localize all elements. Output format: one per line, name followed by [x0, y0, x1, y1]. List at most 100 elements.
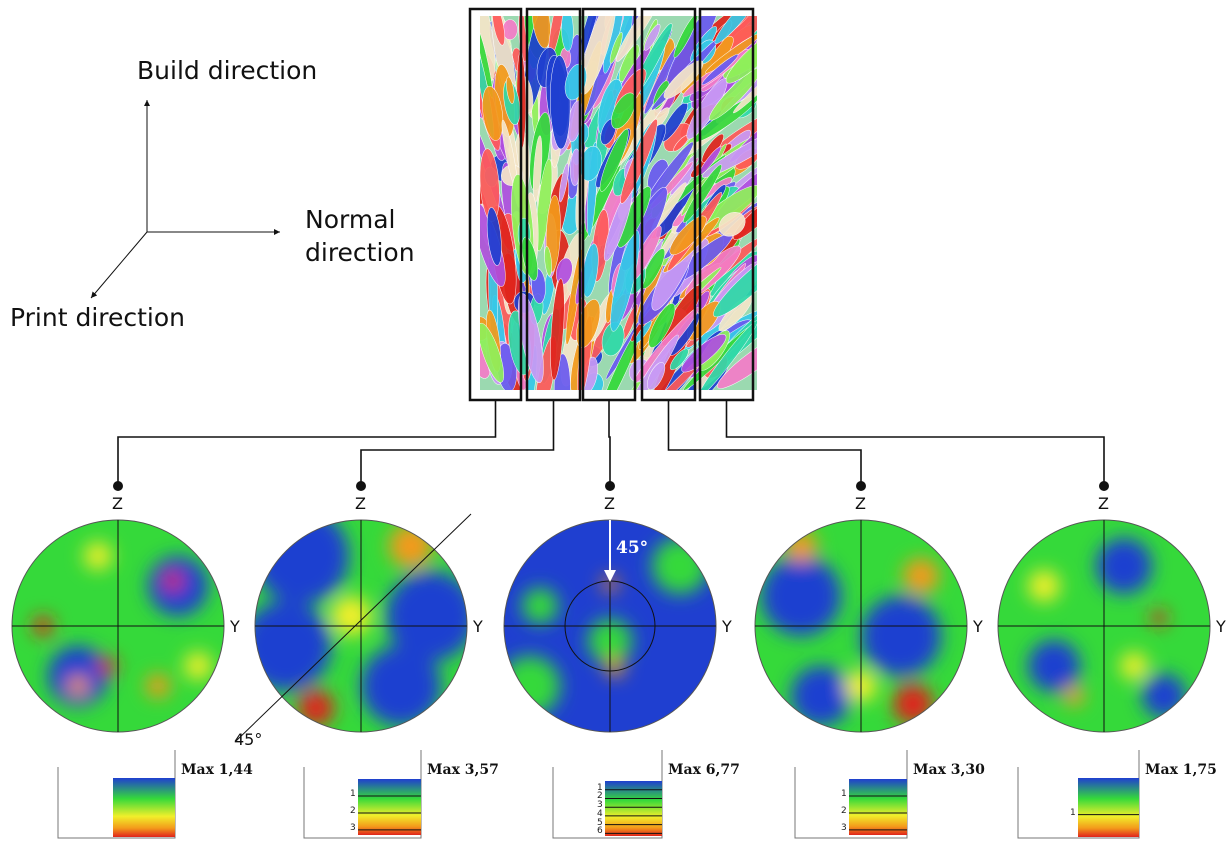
- connector-line: [360, 400, 555, 486]
- scale-tick-label: 3: [841, 822, 847, 833]
- connector-line: [117, 400, 497, 486]
- scale-tick-label: 5: [597, 817, 603, 828]
- scale-tick-label: 4: [597, 808, 603, 819]
- angle-45-label: 45°: [616, 538, 649, 558]
- ebsd-grain: [647, 362, 666, 390]
- scale-tick-label: 1: [841, 788, 847, 799]
- intensity-spot: [761, 556, 841, 636]
- color-scale-bar: [849, 779, 907, 835]
- print-direction-arrow: [90, 231, 148, 299]
- ebsd-grain: [709, 67, 757, 121]
- max-intensity-label: Max 1,44: [181, 762, 253, 778]
- ebsd-grain: [550, 55, 571, 150]
- intensity-spot: [522, 588, 558, 624]
- intensity-spot: [1120, 652, 1148, 680]
- intensity-spot: [99, 657, 117, 675]
- angle-45-label: 45°: [234, 730, 263, 749]
- intensity-spot: [164, 572, 182, 590]
- normal-direction-label-2: direction: [305, 238, 415, 267]
- ebsd-grain: [482, 85, 504, 141]
- connector-line: [608, 400, 611, 486]
- ebsd-grain: [683, 164, 722, 223]
- ebsd-grain: [486, 207, 502, 266]
- ebsd-grain: [610, 230, 640, 332]
- ebsd-grain: [544, 246, 552, 277]
- color-scale-bar: [113, 778, 175, 837]
- ebsd-grain: [506, 76, 515, 104]
- intensity-spot: [146, 674, 170, 698]
- y-axis-label: Y: [473, 617, 483, 636]
- y-axis-label: Y: [722, 617, 732, 636]
- scale-tick-label: 3: [350, 822, 356, 833]
- max-intensity-label: Max 3,30: [913, 762, 985, 778]
- max-intensity-label: Max 1,75: [1145, 762, 1217, 778]
- ebsd-grain: [558, 162, 569, 203]
- ebsd-grain: [561, 16, 574, 52]
- z-axis-label: Z: [355, 494, 366, 513]
- intensity-spot: [1151, 610, 1167, 626]
- ebsd-grain: [492, 16, 505, 46]
- ebsd-grain: [620, 118, 658, 204]
- scale-tick-label: 1: [597, 782, 603, 793]
- ebsd-grain: [673, 16, 698, 58]
- ebsd-grain: [714, 16, 757, 45]
- ebsd-grain: [611, 92, 636, 129]
- intensity-spot: [184, 652, 212, 680]
- intensity-spot: [903, 558, 939, 594]
- y-axis-label: Y: [1216, 617, 1226, 636]
- connector-line: [667, 400, 862, 486]
- ebsd-grain: [480, 322, 505, 383]
- ebsd-grain: [648, 303, 676, 348]
- ebsd-grain: [701, 125, 757, 178]
- scale-tick-label: 6: [597, 826, 603, 837]
- intensity-spot: [1028, 640, 1080, 692]
- diagonal-45-line: [235, 513, 472, 742]
- z-axis-label: Z: [112, 494, 123, 513]
- ebsd-grain: [718, 212, 746, 237]
- connector-dot: [1099, 481, 1109, 491]
- intensity-spot: [68, 676, 88, 696]
- color-scale-bar: [358, 779, 421, 835]
- z-axis-label: Z: [1098, 494, 1109, 513]
- max-intensity-label: Max 6,77: [668, 762, 740, 778]
- scale-tick-label: 2: [841, 805, 847, 816]
- ebsd-grain: [733, 196, 757, 240]
- scale-tick-label: 2: [350, 805, 356, 816]
- ebsd-grain: [550, 278, 565, 381]
- intensity-spot: [361, 646, 441, 726]
- connector-dot: [856, 481, 866, 491]
- build-direction-label: Build direction: [137, 56, 318, 85]
- y-axis-label: Y: [973, 617, 983, 636]
- intensity-spot: [1028, 570, 1060, 602]
- intensity-spot: [791, 666, 851, 726]
- scale-tick-label: 3: [597, 800, 603, 811]
- connector-dot: [605, 481, 615, 491]
- ebsd-grain: [701, 54, 739, 86]
- ebsd-grain: [697, 320, 757, 390]
- ebsd-grain: [663, 60, 704, 99]
- scale-tick-label: 2: [597, 791, 603, 802]
- ebsd-grain: [531, 16, 551, 49]
- z-axis-label: Z: [855, 494, 866, 513]
- max-intensity-label: Max 3,57: [427, 762, 499, 778]
- connector-dot: [356, 481, 366, 491]
- scale-tick-label: 1: [350, 788, 356, 799]
- ebsd-grain: [669, 348, 689, 371]
- ebsd-grain: [553, 353, 571, 390]
- ebsd-map: [480, 16, 757, 390]
- ebsd-grain: [713, 247, 757, 318]
- ebsd-grain: [643, 23, 661, 51]
- intensity-spot: [1096, 538, 1152, 594]
- connector-line: [725, 400, 1105, 486]
- ebsd-grain: [609, 32, 623, 64]
- ebsd-grain: [599, 128, 629, 192]
- y-axis-label: Y: [230, 617, 240, 636]
- connector-dot: [113, 481, 123, 491]
- intensity-spot: [1064, 686, 1084, 706]
- print-direction-label: Print direction: [10, 303, 186, 332]
- color-scale-bar: [1078, 778, 1139, 837]
